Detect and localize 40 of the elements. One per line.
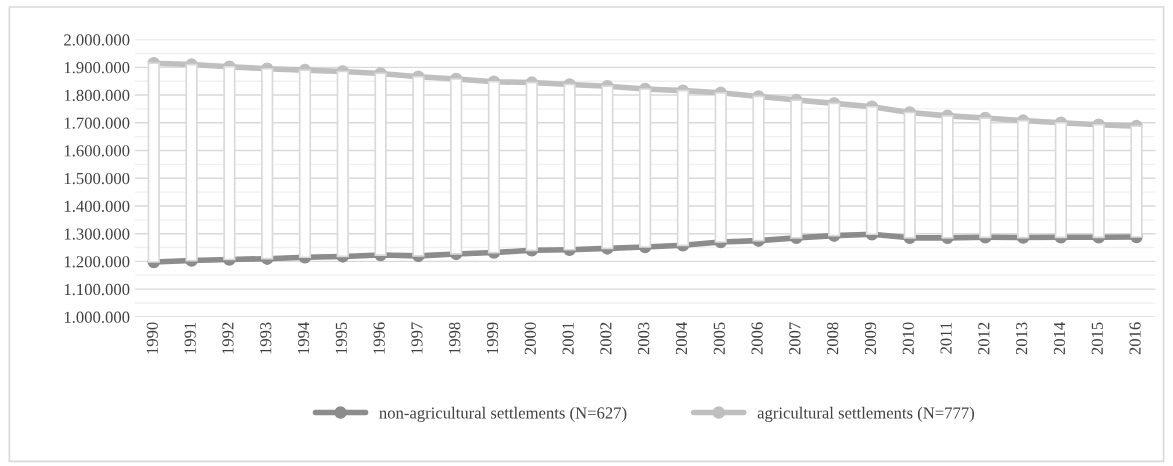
x-tick-label: 1993	[260, 322, 272, 354]
x-tick-label: 2013	[1016, 322, 1028, 355]
x-tick-label: 2003	[638, 322, 650, 355]
y-tick-label: 1.000.000	[64, 311, 130, 323]
x-tick-label: 2016	[1129, 322, 1141, 355]
x-tick-label: 1995	[335, 322, 347, 354]
x-tick-label: 2000	[524, 322, 536, 355]
x-tick-label: 2009	[864, 322, 877, 355]
y-tick-label: 1.800.000	[64, 89, 130, 102]
y-tick-label: 1.500.000	[64, 172, 130, 185]
y-tick-label: 1.700.000	[64, 117, 130, 129]
y-tick-label: 1.300.000	[64, 228, 130, 240]
x-tick-label: 2005	[713, 322, 725, 355]
x-tick-label: 1999	[486, 322, 499, 354]
x-tick-label: 2010	[902, 322, 914, 355]
x-tick-label: 2008	[827, 322, 839, 355]
y-tick-label: 1.200.000	[64, 256, 130, 268]
x-tick-label: 2001	[562, 322, 574, 355]
y-tick-label: 1.100.000	[64, 283, 130, 296]
x-tick-label: 2012	[978, 322, 990, 355]
x-tick-label: 2004	[675, 322, 688, 355]
x-tick-label: 1994	[297, 322, 310, 354]
x-tick-label: 2011	[940, 322, 952, 354]
x-tick-label: 1992	[222, 322, 234, 354]
x-tick-label: 1997	[411, 322, 423, 354]
x-tick-label: 2007	[789, 322, 801, 355]
legend-label: non-agricultural settlements (N=627)	[379, 406, 627, 423]
x-tick-label: 1990	[146, 322, 158, 354]
x-tick-label: 1996	[373, 322, 385, 354]
y-tick-label: 2.000.000	[64, 34, 130, 46]
x-tick-label: 2006	[751, 322, 763, 355]
x-tick-label: 2002	[600, 322, 612, 355]
x-tick-label: 1998	[449, 322, 461, 354]
legend-label: agricultural settlements (N=777)	[757, 406, 975, 423]
x-tick-label: 2014	[1053, 322, 1066, 355]
y-tick-label: 1.400.000	[64, 200, 130, 212]
x-tick-label: 1991	[184, 322, 196, 354]
y-tick-label: 1.900.000	[64, 62, 130, 74]
x-tick-label: 2015	[1091, 322, 1103, 355]
y-tick-label: 1.600.000	[64, 145, 130, 157]
